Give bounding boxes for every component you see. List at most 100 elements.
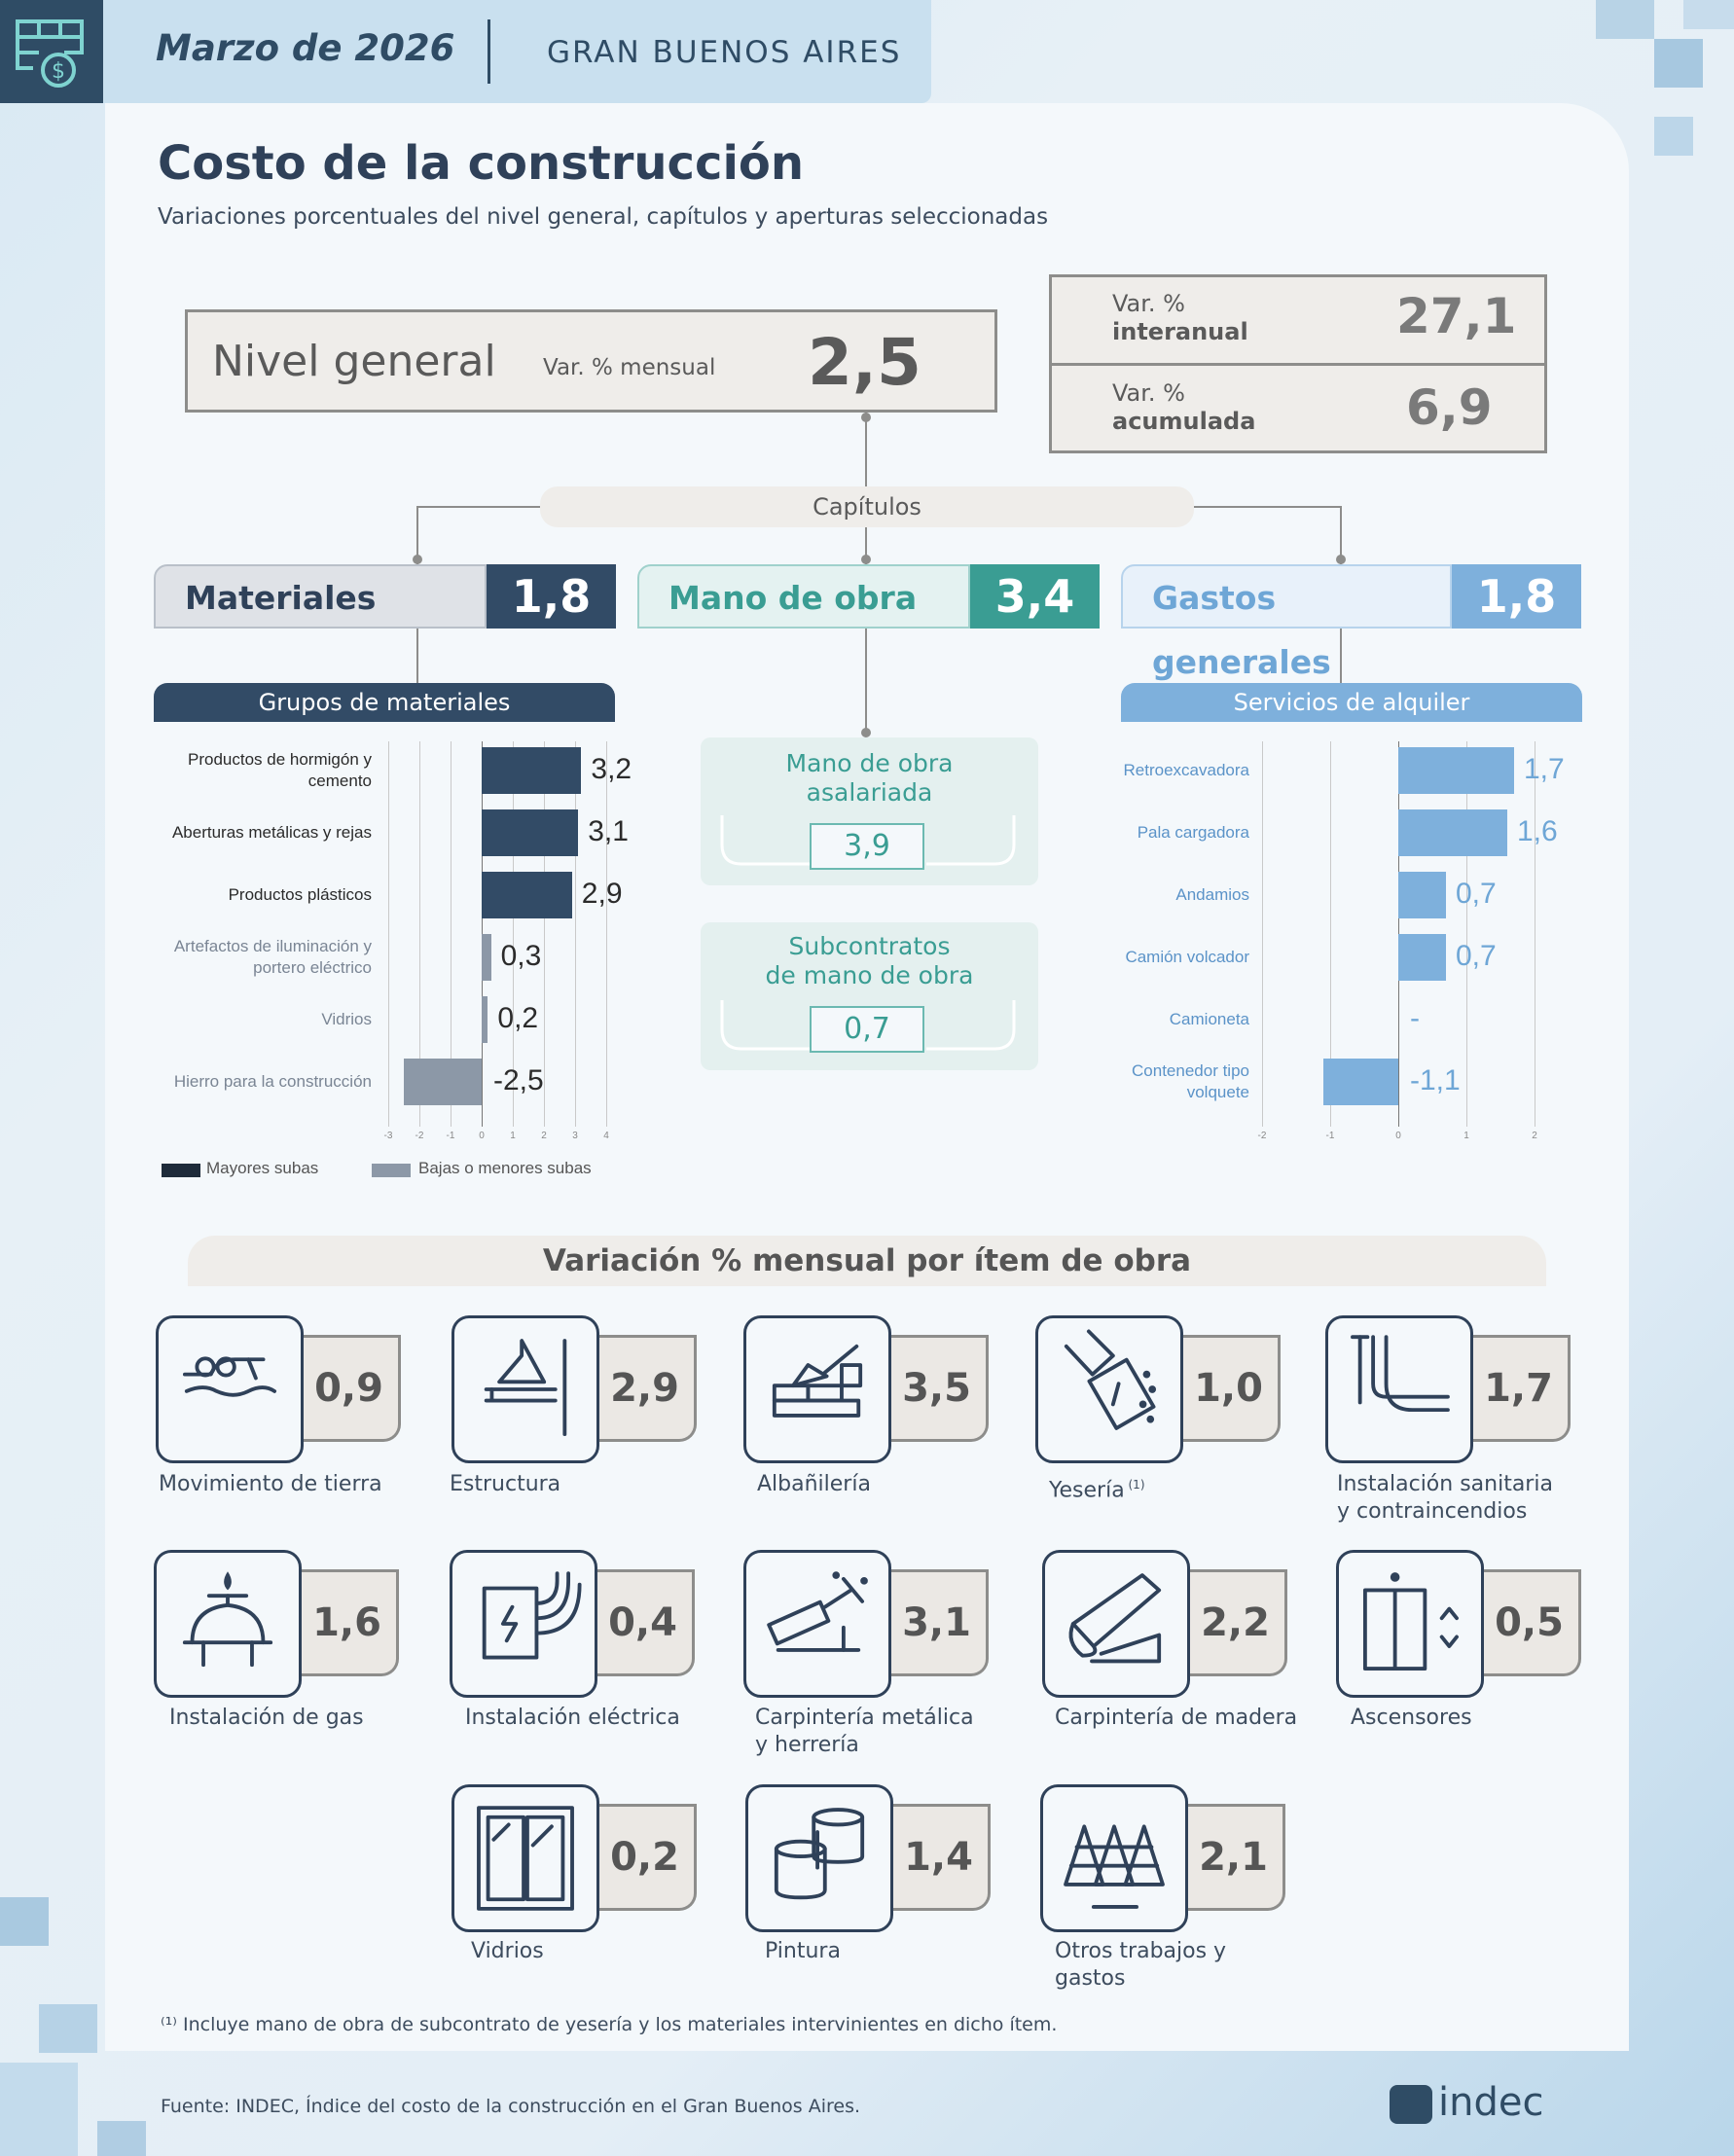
wheelbarrow-icon xyxy=(182,1356,277,1397)
bar xyxy=(1398,872,1446,918)
mano-obra-asalariada-box xyxy=(701,737,1038,885)
gridline xyxy=(1330,741,1331,1127)
connector-line xyxy=(1340,506,1342,564)
value-label: 1,7 xyxy=(1524,753,1565,785)
gridline xyxy=(451,741,452,1127)
category-label: Andamios xyxy=(1078,884,1249,906)
chart-title-alquiler: Servicios de alquiler xyxy=(1121,683,1582,722)
item-icon-box xyxy=(156,1315,304,1463)
decor-pixel xyxy=(1654,117,1693,156)
gridline xyxy=(419,741,420,1127)
value-label: 2,9 xyxy=(581,878,623,910)
svg-text:$: $ xyxy=(52,59,65,84)
category-label-line: Productos plásticos xyxy=(228,885,372,904)
item-icon-box xyxy=(1042,1550,1190,1698)
decor-pixel xyxy=(97,2121,146,2156)
item-name: Pintura xyxy=(765,1938,841,1965)
connector-dot xyxy=(861,728,871,737)
bar xyxy=(482,996,488,1043)
asalariada-line2: asalariada xyxy=(806,778,933,807)
item-name: Estructura xyxy=(450,1471,560,1498)
category-label-line: Vidrios xyxy=(321,1010,372,1028)
chart-title-materiales: Grupos de materiales xyxy=(154,683,615,722)
item-value: 0,2 xyxy=(596,1804,697,1911)
connector-dot xyxy=(861,555,871,564)
electric-panel-icon xyxy=(482,1571,582,1660)
decor-pixel xyxy=(0,1897,49,1946)
item-name-line: Pintura xyxy=(765,1939,841,1963)
item-value: 2,1 xyxy=(1184,1804,1285,1911)
item-name: Ascensores xyxy=(1351,1705,1472,1732)
item-name: Vidrios xyxy=(471,1938,544,1965)
chapter-materiales-name: Materiales xyxy=(185,579,377,617)
gridline xyxy=(388,741,389,1127)
logo-box: $ xyxy=(0,0,103,103)
crane-beam-icon xyxy=(484,1339,567,1437)
nivel-general-sublabel: Var. % mensual xyxy=(543,355,716,380)
item-name: Carpintería metálica y herrería xyxy=(755,1705,974,1759)
item-name-line: y contraincendios xyxy=(1337,1499,1528,1524)
paint-cans-icon xyxy=(774,1808,865,1900)
nivel-general-label: Nivel general xyxy=(212,337,496,386)
gridline xyxy=(513,741,514,1127)
chapter-gastos-generales: Gastos generales xyxy=(1121,564,1452,681)
indec-logo-text: indec xyxy=(1438,2080,1544,2125)
item-value: 3,5 xyxy=(887,1335,989,1442)
capitulos-label: Capítulos xyxy=(540,486,1194,527)
item-name: Instalación sanitaria y contraincendios xyxy=(1337,1471,1553,1526)
header-date: Marzo de 2026 xyxy=(156,27,455,69)
item-value: 1,6 xyxy=(298,1569,399,1676)
x-tick-label: -1 xyxy=(1325,1131,1335,1141)
item-icon-box xyxy=(743,1550,891,1698)
item-value: 1,7 xyxy=(1469,1335,1571,1442)
chapter-materiales: Materiales xyxy=(154,564,487,629)
decor-pixel xyxy=(39,2004,97,2053)
item-value: 2,9 xyxy=(596,1335,697,1442)
category-label-line: Pala cargadora xyxy=(1137,823,1249,842)
interanual-line2: interanual xyxy=(1112,318,1248,345)
footnote: ⁽¹⁾ Incluye mano de obra de subcontrato … xyxy=(161,2014,1058,2035)
item-icon-box xyxy=(745,1784,893,1932)
indec-logo: indec xyxy=(1390,2080,1543,2125)
decor-pixel xyxy=(1596,0,1654,39)
item-name: Movimiento de tierra xyxy=(159,1471,382,1498)
x-tick-label: 0 xyxy=(479,1131,485,1141)
x-tick-label: -3 xyxy=(383,1131,393,1141)
item-name: Albañilería xyxy=(757,1471,871,1498)
item-name-line: gastos xyxy=(1055,1966,1126,1991)
category-label: Camión volcador xyxy=(1078,947,1249,968)
connector-dot xyxy=(1336,555,1346,564)
value-label: - xyxy=(1410,1002,1420,1034)
subcontratos-label: Subcontratos de mano de obra xyxy=(701,932,1038,990)
bar xyxy=(482,934,491,981)
item-name-line: Yesería (1) xyxy=(1049,1478,1145,1503)
nivel-general-box xyxy=(185,309,997,413)
item-name: Instalación eléctrica xyxy=(465,1705,680,1732)
elevator-icon xyxy=(1362,1572,1459,1671)
item-name-line: Ascensores xyxy=(1351,1706,1472,1730)
header-divider xyxy=(488,19,490,84)
value-label: 1,6 xyxy=(1517,815,1558,847)
item-name-line: Otros trabajos y xyxy=(1055,1939,1227,1963)
item-name-sup: (1) xyxy=(1124,1478,1145,1491)
legend-swatch-up xyxy=(162,1164,200,1177)
item-value: 1,4 xyxy=(889,1804,991,1911)
x-tick-label: -2 xyxy=(415,1131,424,1141)
category-label: Aberturas metálicas y rejas xyxy=(146,822,372,844)
mano-obra-asalariada-value: 3,9 xyxy=(810,823,924,870)
decor-pixel xyxy=(0,2063,78,2156)
item-icon-box xyxy=(452,1315,599,1463)
asalariada-line1: Mano de obra xyxy=(785,749,954,777)
item-name: Instalación de gas xyxy=(169,1705,364,1732)
interanual-line1: Var. % xyxy=(1112,290,1185,317)
item-name: Yesería (1) xyxy=(1049,1471,1145,1504)
mano-obra-asalariada-label: Mano de obra asalariada xyxy=(701,749,1038,808)
item-icon-box xyxy=(1035,1315,1183,1463)
window-glass-icon xyxy=(477,1806,574,1911)
bar xyxy=(1398,934,1446,981)
bar xyxy=(482,872,572,918)
chapter-mano-de-obra: Mano de obra xyxy=(637,564,970,629)
x-tick-label: 4 xyxy=(603,1131,609,1141)
gridline xyxy=(1466,741,1467,1127)
value-label: 0,3 xyxy=(500,940,542,972)
